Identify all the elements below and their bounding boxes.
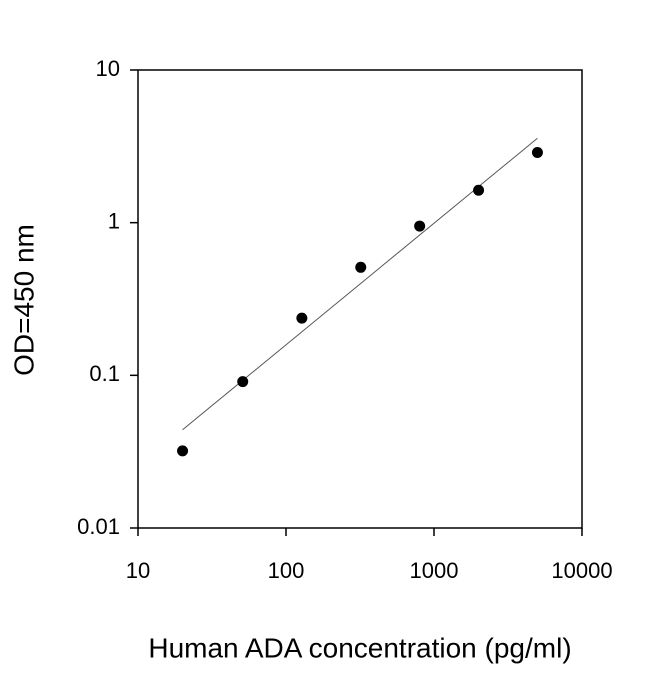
y-axis-label: OD=450 nm	[8, 224, 39, 376]
data-point	[355, 261, 367, 273]
trendline	[182, 137, 538, 431]
x-tick-label: 10000	[551, 558, 612, 583]
y-tick-label: 0.1	[89, 361, 120, 386]
x-tick-label: 10	[126, 558, 150, 583]
y-tick-label: 0.01	[77, 514, 120, 539]
data-point	[531, 147, 543, 159]
data-point	[237, 376, 249, 388]
y-tick-label: 10	[96, 56, 120, 81]
data-point	[177, 445, 189, 457]
data-point	[473, 184, 485, 196]
data-point	[296, 312, 308, 324]
data-point	[414, 220, 426, 232]
x-tick-label: 1000	[410, 558, 459, 583]
plot-frame	[137, 69, 583, 529]
x-tick-label: 100	[268, 558, 305, 583]
x-axis-label: Human ADA concentration (pg/ml)	[148, 632, 571, 663]
y-tick-label: 1	[108, 208, 120, 233]
